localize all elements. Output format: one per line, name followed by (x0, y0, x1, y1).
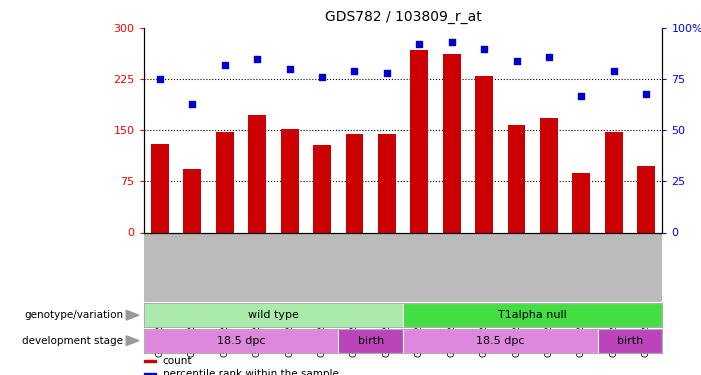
Point (576, 93, 587, 99)
Bar (313, 145, 331, 232)
Point (641, 90, 652, 96)
Point (219, 62, 231, 68)
Text: 18.5 dpc: 18.5 dpc (217, 336, 265, 346)
Text: wild type: wild type (248, 310, 299, 320)
Bar (597, 328, 662, 353)
Bar (144, 360, 156, 362)
Bar (216, 132, 233, 232)
Bar (184, 169, 201, 232)
Bar (144, 374, 156, 375)
Point (446, 39, 457, 45)
Bar (475, 76, 493, 232)
Bar (605, 132, 622, 232)
Text: count: count (163, 356, 192, 366)
Polygon shape (126, 310, 139, 320)
Bar (540, 118, 558, 232)
Bar (144, 303, 403, 327)
Polygon shape (126, 336, 139, 346)
Bar (573, 172, 590, 232)
Bar (637, 166, 655, 232)
Point (316, 74, 327, 80)
Text: birth: birth (617, 336, 643, 346)
Title: GDS782 / 103809_r_at: GDS782 / 103809_r_at (325, 10, 482, 24)
Point (186, 101, 198, 107)
Text: development stage: development stage (22, 336, 123, 346)
Point (414, 42, 425, 48)
Bar (443, 54, 461, 232)
Bar (403, 303, 662, 327)
Bar (151, 144, 169, 232)
Text: percentile rank within the sample: percentile rank within the sample (163, 369, 339, 375)
Point (252, 56, 263, 62)
Bar (410, 50, 428, 232)
Bar (280, 129, 299, 232)
Bar (346, 134, 363, 232)
Point (284, 66, 295, 72)
Point (349, 68, 360, 74)
Bar (508, 125, 526, 232)
Text: T1alpha null: T1alpha null (498, 310, 567, 320)
Point (608, 68, 620, 74)
Point (543, 54, 554, 60)
Text: genotype/variation: genotype/variation (25, 310, 123, 320)
Bar (248, 116, 266, 232)
Bar (144, 328, 338, 353)
Point (479, 46, 490, 52)
Text: birth: birth (358, 336, 383, 346)
Text: 18.5 dpc: 18.5 dpc (476, 336, 524, 346)
Bar (338, 328, 403, 353)
Point (154, 76, 165, 82)
Point (511, 58, 522, 64)
Point (381, 70, 393, 76)
Bar (403, 328, 597, 353)
Bar (378, 134, 396, 232)
